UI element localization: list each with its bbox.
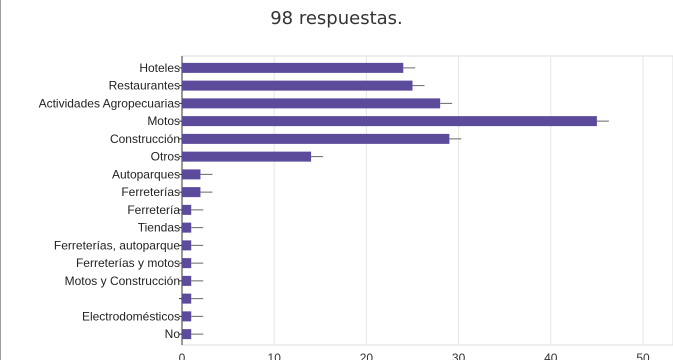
y-category-label: No xyxy=(165,327,181,341)
y-category-label: Construcción xyxy=(110,132,180,146)
bar xyxy=(182,329,192,340)
y-category-label: Tiendas xyxy=(138,221,180,235)
y-category-label: Motos y Construcción xyxy=(65,274,180,288)
y-category-label: Autoparques xyxy=(112,167,180,181)
x-tick-label: 30 xyxy=(452,351,466,360)
bar xyxy=(182,258,192,269)
y-category-label: Restaurantes xyxy=(109,79,180,93)
bar xyxy=(182,311,192,322)
bar xyxy=(182,204,192,215)
y-category-label: Hoteles xyxy=(139,61,180,75)
y-category-label: Ferreterías, autoparque xyxy=(54,238,180,252)
bar xyxy=(182,240,192,251)
x-tick-label: 40 xyxy=(544,351,558,360)
bar xyxy=(182,98,441,109)
bar xyxy=(182,133,450,144)
x-tick-label: 50 xyxy=(636,351,650,360)
y-category-label: Ferreterías y motos xyxy=(76,256,180,270)
y-category-label: Electrodomésticos xyxy=(82,309,180,323)
bar xyxy=(182,222,192,233)
y-category-label: Motos xyxy=(147,114,180,128)
x-tick-label: 20 xyxy=(360,351,374,360)
bar xyxy=(182,151,312,162)
y-category-label: Otros xyxy=(151,150,180,164)
bar xyxy=(182,187,201,198)
bar xyxy=(182,293,192,304)
bar xyxy=(182,80,413,91)
bar xyxy=(182,275,192,286)
x-tick-label: 0 xyxy=(179,351,186,360)
y-category-label: Actividades Agropecuarias xyxy=(39,96,180,110)
response-count: 98 respuestas. xyxy=(270,8,403,29)
bar xyxy=(182,116,597,127)
x-tick-label: 10 xyxy=(268,351,282,360)
y-category-label: Ferretería xyxy=(127,203,180,217)
bar xyxy=(182,169,201,180)
bar xyxy=(182,62,404,73)
y-category-label: Ferreterías xyxy=(121,185,180,199)
